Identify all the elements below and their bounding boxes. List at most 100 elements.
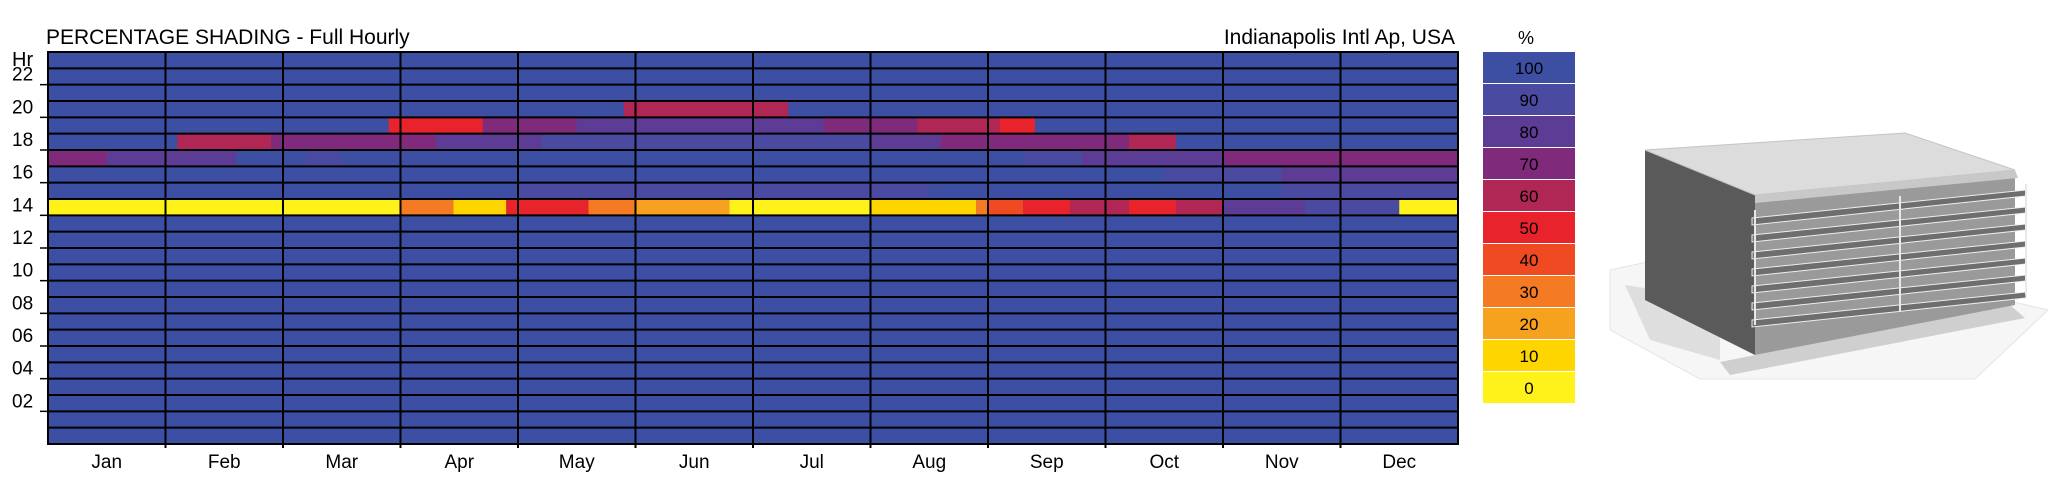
legend-swatch [1483, 212, 1575, 243]
y-tick-label: 04 [12, 359, 34, 380]
y-tick-label: 20 [12, 97, 33, 118]
heatmap-cell [1129, 199, 1176, 216]
roof-edge [1755, 170, 2018, 203]
chart-location: Indianapolis Intl Ap, USA [1224, 26, 1455, 49]
heatmap-cell [1082, 150, 1223, 167]
x-tick-label: Nov [1265, 452, 1299, 473]
heatmap-cell [106, 150, 236, 167]
legend-swatch [1483, 116, 1575, 147]
legend-swatch [1483, 308, 1575, 339]
building-shadow-base [1720, 305, 2025, 375]
legend-swatch [1483, 276, 1575, 307]
heatmap-cell [541, 133, 777, 150]
y-tick-label: 12 [12, 228, 33, 249]
heatmap-cell [518, 182, 636, 199]
heatmap-cell [635, 182, 930, 199]
x-tick-label: Jun [679, 452, 710, 473]
x-tick-label: Jan [91, 452, 122, 473]
y-tick-labels: 22 20 18 16 14 12 10 08 06 04 02 [12, 65, 48, 412]
x-tick-label: Sep [1030, 452, 1064, 473]
heatmap-cell [306, 150, 342, 167]
x-tick-label: May [559, 452, 595, 473]
heatmap-cell [1046, 133, 1129, 150]
heatmap [47, 51, 1459, 448]
heatmap-cell [941, 133, 1047, 150]
heatmap-cell [435, 133, 542, 150]
heatmap-cell [917, 199, 977, 216]
legend-swatch [1483, 340, 1575, 371]
y-tick-label: 02 [12, 391, 33, 412]
heatmap-cell [1281, 182, 1458, 199]
heatmap-cell [1223, 150, 1282, 167]
heatmap-cell [776, 199, 871, 216]
heatmap-cell [400, 199, 454, 216]
y-axis-label: Hr [12, 49, 33, 71]
heatmap-cell [453, 199, 507, 216]
x-tick-label: Oct [1149, 452, 1179, 473]
legend-label: 50 [1520, 219, 1539, 238]
legend-label: 70 [1520, 155, 1539, 174]
building-left-face [1645, 150, 1755, 355]
heatmap-cell [341, 133, 436, 150]
heatmap-cell [870, 133, 941, 150]
heatmap-cell [999, 117, 1035, 134]
heatmap-cell [659, 117, 824, 134]
y-tick-label: 10 [12, 261, 33, 282]
heatmap-cell [388, 117, 424, 134]
heatmap-cell [1399, 199, 1458, 216]
legend-swatch [1483, 372, 1575, 403]
heatmap-cell [1281, 166, 1458, 183]
y-tick-label: 14 [12, 195, 34, 216]
heatmap-cell [588, 199, 636, 216]
heatmap-cell [776, 133, 871, 150]
legend-label: 90 [1520, 91, 1539, 110]
legend-label: 100 [1515, 59, 1543, 78]
x-tick-label: Feb [208, 452, 241, 473]
heatmap-cell [1176, 199, 1223, 216]
heatmap-cell [1023, 199, 1071, 216]
heatmap-cell [576, 117, 659, 134]
legend-label: 20 [1520, 315, 1539, 334]
x-tick-labels: Jan Feb Mar Apr May Jun Jul Aug Sep Oct Nov Dec [91, 452, 1416, 473]
y-tick-label: 18 [12, 130, 33, 151]
heatmap-cell [635, 199, 730, 216]
heatmap-cell [988, 199, 1024, 216]
x-tick-label: Dec [1382, 452, 1416, 473]
building-model [1609, 132, 2048, 380]
heatmap-cell [623, 101, 789, 118]
y-tick-label: 16 [12, 163, 33, 184]
legend-swatch [1483, 84, 1575, 115]
heatmap-cell [271, 133, 342, 150]
heatmap-cell [1305, 199, 1400, 216]
heatmap-cell [1023, 150, 1082, 167]
legend-label: 60 [1520, 187, 1539, 206]
heatmap-cell [1223, 199, 1306, 216]
heatmap-cell [976, 199, 988, 216]
heatmap-cell [917, 117, 1000, 134]
heatmap-cell [1070, 199, 1129, 216]
y-tick-label: 08 [12, 293, 33, 314]
legend-label: 0 [1524, 379, 1533, 398]
chart-title: PERCENTAGE SHADING - Full Hourly [46, 26, 410, 49]
heatmap-cell [48, 199, 401, 216]
heatmap-cell [1281, 150, 1458, 167]
y-tick-label: 22 [12, 65, 33, 86]
heatmap-cell [424, 117, 483, 134]
x-tick-label: Aug [912, 452, 946, 473]
heatmap-cell [506, 199, 589, 216]
legend-label: 30 [1520, 283, 1539, 302]
legend-swatch [1483, 180, 1575, 211]
legend-swatch [1483, 52, 1575, 83]
louver-slat [1751, 291, 2027, 328]
y-tick-label: 06 [12, 326, 33, 347]
heatmap-cell [482, 117, 577, 134]
x-tick-label: Mar [325, 452, 358, 473]
legend-label: 10 [1520, 347, 1539, 366]
heatmap-cell [870, 199, 918, 216]
legend-swatch [1483, 244, 1575, 275]
legend-title: % [1518, 28, 1534, 48]
x-tick-label: Apr [444, 452, 474, 473]
heatmap-cell [48, 150, 107, 167]
